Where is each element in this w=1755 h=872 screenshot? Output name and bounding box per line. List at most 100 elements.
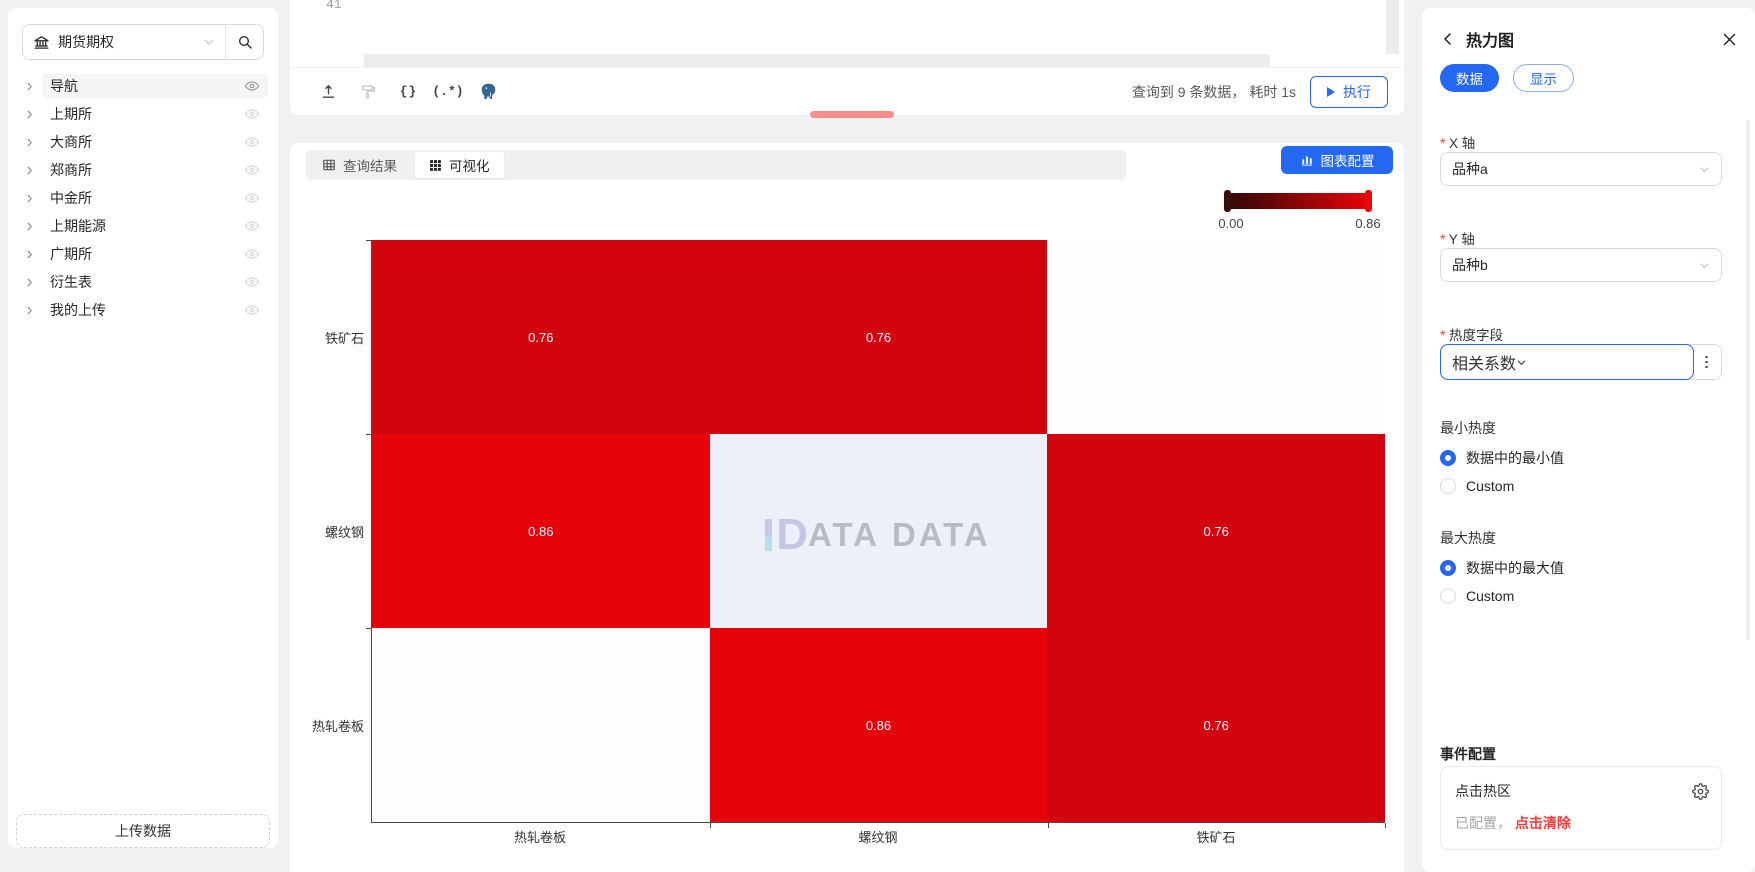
heatmap-cell[interactable]: 0.76 xyxy=(709,240,1048,434)
x-tick xyxy=(1385,823,1386,828)
sql-editor-panel: 41 { } (.*) 查询到 9 条数据， 耗时 1s 执行 xyxy=(290,0,1404,115)
kebab-menu-icon[interactable] xyxy=(1692,345,1721,379)
run-button-label: 执行 xyxy=(1343,83,1371,100)
y-axis-tick-label: 螺纹钢 xyxy=(324,524,364,540)
database-selector[interactable]: 期货期权 xyxy=(23,25,225,59)
panel-header: 热力图 xyxy=(1440,26,1737,52)
clear-event-link[interactable]: 点击清除 xyxy=(1514,815,1571,831)
close-icon[interactable] xyxy=(1722,32,1737,47)
heatmap-grid: 0.76 0.76 0.86 0.76 0.86 0.76 xyxy=(372,240,1385,822)
eye-icon[interactable] xyxy=(244,162,260,178)
tab-query-result-label: 查询结果 xyxy=(343,159,397,174)
tab-display[interactable]: 显示 xyxy=(1513,64,1574,92)
radio-unchecked xyxy=(1440,478,1456,494)
postgresql-icon[interactable] xyxy=(478,82,498,102)
query-status-text: 查询到 9 条数据， 耗时 1s xyxy=(1131,83,1296,100)
chevron-right-icon[interactable] xyxy=(24,249,42,260)
editor-horizontal-scrollbar[interactable] xyxy=(364,54,1270,67)
heat-field-select[interactable]: 相关系数 xyxy=(1440,344,1694,380)
heatmap-cell[interactable]: 0.76 xyxy=(1047,434,1385,628)
eye-icon[interactable] xyxy=(244,218,260,234)
sidebar-item[interactable]: 上期所 xyxy=(8,100,278,128)
export-icon[interactable] xyxy=(318,82,338,102)
y-axis-label: Y 轴 xyxy=(1440,228,1475,248)
run-query-button[interactable]: 执行 xyxy=(1310,75,1388,108)
heatmap-y-axis-labels: 铁矿石 螺纹钢 热轧卷板 xyxy=(290,240,364,823)
sidebar-item[interactable]: 大商所 xyxy=(8,128,278,156)
chevron-down-icon xyxy=(1516,357,1527,368)
y-tick xyxy=(366,240,371,241)
eye-icon[interactable] xyxy=(244,106,260,122)
panel-scrollbar[interactable] xyxy=(1746,120,1750,640)
legend-max-handle[interactable] xyxy=(1365,190,1372,212)
max-heat-option-custom[interactable]: Custom xyxy=(1440,588,1514,604)
sidebar-item[interactable]: 导航 xyxy=(8,72,278,100)
heatmap-cell[interactable] xyxy=(709,434,1048,628)
chart-config-panel: 热力图 数据 显示 X 轴 品种a Y 轴 品种b 热度字段 相关系数 最小热度… xyxy=(1422,8,1755,872)
chevron-right-icon[interactable] xyxy=(24,81,42,92)
tab-visualization[interactable]: 可视化 xyxy=(415,152,504,178)
chevron-right-icon[interactable] xyxy=(24,137,42,148)
sidebar-item[interactable]: 上期能源 xyxy=(8,212,278,240)
chevron-right-icon[interactable] xyxy=(24,221,42,232)
eye-icon[interactable] xyxy=(244,134,260,150)
eye-icon[interactable] xyxy=(244,246,260,262)
sidebar-item[interactable]: 中金所 xyxy=(8,184,278,212)
sidebar-item-label: 导航 xyxy=(50,78,78,94)
event-config-card: 点击热区 已配置， 点击清除 xyxy=(1440,766,1722,850)
chevron-down-icon xyxy=(1699,164,1710,175)
heatmap-cell[interactable]: 0.86 xyxy=(709,628,1048,822)
back-chevron-icon[interactable] xyxy=(1440,31,1456,47)
heatmap-cell[interactable]: 0.76 xyxy=(1047,628,1385,822)
panel-title: 热力图 xyxy=(1466,33,1515,50)
tab-data[interactable]: 数据 xyxy=(1440,64,1499,92)
tab-query-result[interactable]: 查询结果 xyxy=(308,152,411,178)
database-selector-group: 期货期权 xyxy=(22,24,264,60)
x-axis-select[interactable]: 品种a xyxy=(1440,152,1722,186)
min-heat-option-data-min[interactable]: 数据中的最小值 xyxy=(1440,448,1564,468)
editor-line-number: 41 xyxy=(326,0,342,12)
braces-icon[interactable]: { } xyxy=(399,84,417,99)
sidebar-item-label: 中金所 xyxy=(50,190,92,206)
sidebar-item[interactable]: 衍生表 xyxy=(8,268,278,296)
radio-checked xyxy=(1440,450,1456,466)
sidebar-item[interactable]: 广期所 xyxy=(8,240,278,268)
x-axis-value: 品种a xyxy=(1452,161,1488,177)
chevron-right-icon[interactable] xyxy=(24,165,42,176)
heatmap-cell[interactable]: 0.86 xyxy=(372,434,710,628)
radio-checked xyxy=(1440,560,1456,576)
x-axis-tick-label: 螺纹钢 xyxy=(858,830,898,845)
event-config-label: 事件配置 xyxy=(1440,746,1496,762)
sidebar-item[interactable]: 郑商所 xyxy=(8,156,278,184)
heat-field-group: 相关系数 xyxy=(1440,344,1722,380)
visualization-panel: 查询结果 可视化 图表配置 0.00 0.86 铁矿石 螺纹钢 热轧卷板 0.76 0… xyxy=(290,143,1404,872)
panel-resize-handle[interactable] xyxy=(810,111,894,118)
y-axis-select[interactable]: 品种b xyxy=(1440,248,1722,282)
panel-tabs: 数据 显示 xyxy=(1440,64,1574,92)
gear-icon[interactable] xyxy=(1692,782,1709,800)
heatmap-cell[interactable] xyxy=(1047,240,1385,434)
eye-icon[interactable] xyxy=(244,190,260,206)
eye-icon[interactable] xyxy=(244,274,260,290)
chevron-right-icon[interactable] xyxy=(24,277,42,288)
format-paint-icon[interactable] xyxy=(358,82,378,102)
eye-icon[interactable] xyxy=(244,302,260,318)
regex-icon[interactable]: (.*) xyxy=(432,84,464,99)
heatmap-cell[interactable]: 0.76 xyxy=(372,240,710,434)
sidebar-item[interactable]: 我的上传 xyxy=(8,296,278,324)
min-heat-option-custom[interactable]: Custom xyxy=(1440,478,1514,494)
eye-icon[interactable] xyxy=(244,78,260,94)
upload-data-button[interactable]: 上传数据 xyxy=(16,814,270,848)
search-button[interactable] xyxy=(225,25,263,59)
max-heat-option-data-max[interactable]: 数据中的最大值 xyxy=(1440,558,1564,578)
chevron-right-icon[interactable] xyxy=(24,305,42,316)
database-tree: 导航上期所 大商所 郑商所中金所上期能源 广期所 衍生表 我的上传 xyxy=(8,72,278,324)
min-heat-label: 最小热度 xyxy=(1440,420,1496,436)
heat-legend-gradient[interactable] xyxy=(1228,193,1368,209)
legend-min-handle[interactable] xyxy=(1224,190,1231,212)
chevron-right-icon[interactable] xyxy=(24,109,42,120)
chart-config-button[interactable]: 图表配置 xyxy=(1281,146,1393,174)
heatmap-cell[interactable] xyxy=(372,628,710,822)
editor-vertical-scrollbar[interactable] xyxy=(1386,0,1399,54)
chevron-right-icon[interactable] xyxy=(24,193,42,204)
